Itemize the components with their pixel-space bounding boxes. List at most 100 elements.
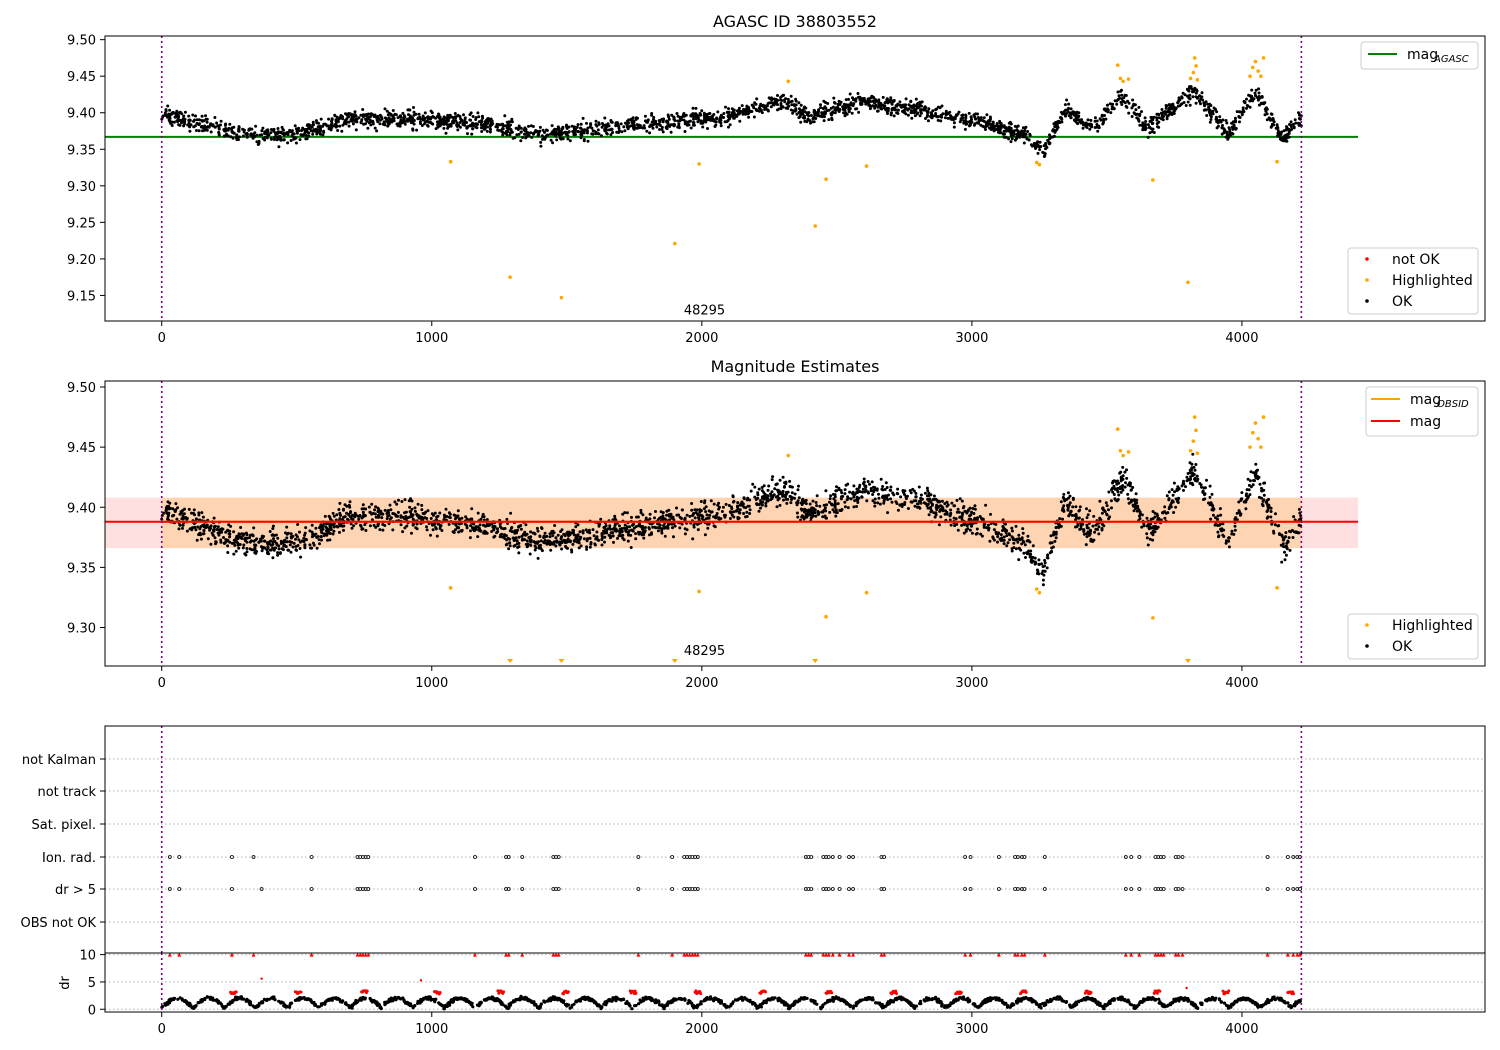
- ok-point: [1024, 556, 1027, 559]
- ok-point: [268, 530, 272, 533]
- ok-point: [673, 524, 677, 528]
- ok-point: [440, 118, 444, 122]
- ok-point: [513, 538, 517, 542]
- ok-point: [599, 134, 603, 138]
- ok-point: [478, 523, 482, 527]
- ok-point: [212, 516, 216, 520]
- ok-point: [683, 122, 687, 126]
- ok-point: [361, 527, 365, 531]
- ok-point: [938, 106, 942, 110]
- ok-point: [418, 115, 422, 119]
- ok-point: [995, 128, 999, 131]
- ok-point: [442, 126, 446, 130]
- ok-point: [732, 108, 736, 112]
- ok-point: [383, 120, 387, 124]
- ok-point: [415, 522, 419, 526]
- ok-point: [566, 134, 570, 138]
- ok-point: [837, 99, 841, 103]
- ok-point: [461, 123, 465, 127]
- ok-point: [553, 524, 557, 527]
- ok-point: [408, 505, 412, 509]
- ok-point: [939, 119, 943, 123]
- ok-point: [661, 517, 665, 521]
- ok-point: [1008, 538, 1012, 542]
- ok-point: [330, 126, 334, 129]
- ok-point: [457, 530, 461, 534]
- ok-point: [838, 103, 842, 106]
- ok-point: [822, 119, 826, 123]
- ok-point: [767, 96, 771, 100]
- ok-point: [591, 129, 595, 133]
- ok-point: [1059, 110, 1063, 114]
- ok-point: [205, 120, 209, 124]
- ok-point: [910, 116, 914, 120]
- ok-point: [185, 529, 189, 533]
- ok-point: [553, 134, 557, 137]
- ok-point: [1290, 528, 1294, 532]
- ok-point: [964, 120, 968, 124]
- ok-point: [1002, 538, 1006, 542]
- ok-point: [770, 478, 774, 482]
- ok-point: [832, 96, 836, 100]
- ok-point: [1176, 104, 1180, 108]
- ok-point: [811, 499, 815, 503]
- ok-point: [199, 525, 203, 529]
- ok-point: [1117, 94, 1121, 98]
- ok-point: [342, 528, 345, 532]
- ok-point: [1150, 122, 1154, 126]
- ok-point: [992, 528, 996, 532]
- ok-point: [1188, 85, 1191, 89]
- ok-point: [1152, 525, 1156, 528]
- ok-point: [1292, 515, 1296, 519]
- ok-point: [795, 511, 799, 515]
- ok-point: [1026, 130, 1030, 133]
- ok-point: [469, 118, 473, 122]
- ok-point: [401, 530, 405, 534]
- ok-point: [261, 546, 265, 550]
- ok-point: [314, 119, 318, 123]
- ok-point: [347, 120, 351, 124]
- ok-point: [1020, 130, 1024, 133]
- ok-point: [411, 127, 415, 131]
- ok-point: [1217, 523, 1221, 527]
- ok-point: [926, 119, 930, 123]
- ok-point: [1234, 127, 1238, 130]
- ok-point: [761, 103, 765, 107]
- ok-point: [1041, 565, 1045, 569]
- highlighted-point: [1192, 56, 1197, 60]
- ok-point: [395, 502, 399, 506]
- ok-point: [1262, 481, 1266, 485]
- ok-point: [388, 517, 392, 521]
- ok-point: [999, 533, 1003, 537]
- ok-point: [909, 100, 913, 104]
- ok-point: [483, 120, 487, 124]
- ok-point: [1121, 465, 1125, 469]
- ok-point: [1131, 98, 1135, 102]
- ok-point: [926, 111, 930, 115]
- ok-point: [1165, 117, 1169, 121]
- ok-point: [944, 109, 948, 113]
- ok-point: [1228, 130, 1232, 134]
- ok-point: [209, 130, 213, 134]
- ok-point: [245, 131, 249, 135]
- ok-point: [1170, 488, 1174, 492]
- ok-point: [335, 124, 339, 128]
- ok-point: [328, 532, 332, 535]
- ok-point: [217, 533, 221, 537]
- highlighted-point: [1248, 74, 1252, 78]
- ok-point: [295, 535, 299, 539]
- ok-point: [367, 505, 371, 509]
- ok-point: [271, 556, 275, 560]
- ok-point: [412, 113, 416, 117]
- ok-point: [321, 133, 325, 137]
- ok-point: [1012, 541, 1016, 545]
- ok-point: [273, 131, 277, 135]
- ok-point: [364, 122, 367, 126]
- ok-point: [274, 546, 278, 550]
- ok-point: [378, 118, 382, 122]
- ok-point: [765, 104, 769, 108]
- ok-point: [585, 131, 589, 135]
- ok-point: [263, 539, 267, 543]
- ok-point: [1237, 510, 1241, 513]
- ok-point: [574, 133, 578, 136]
